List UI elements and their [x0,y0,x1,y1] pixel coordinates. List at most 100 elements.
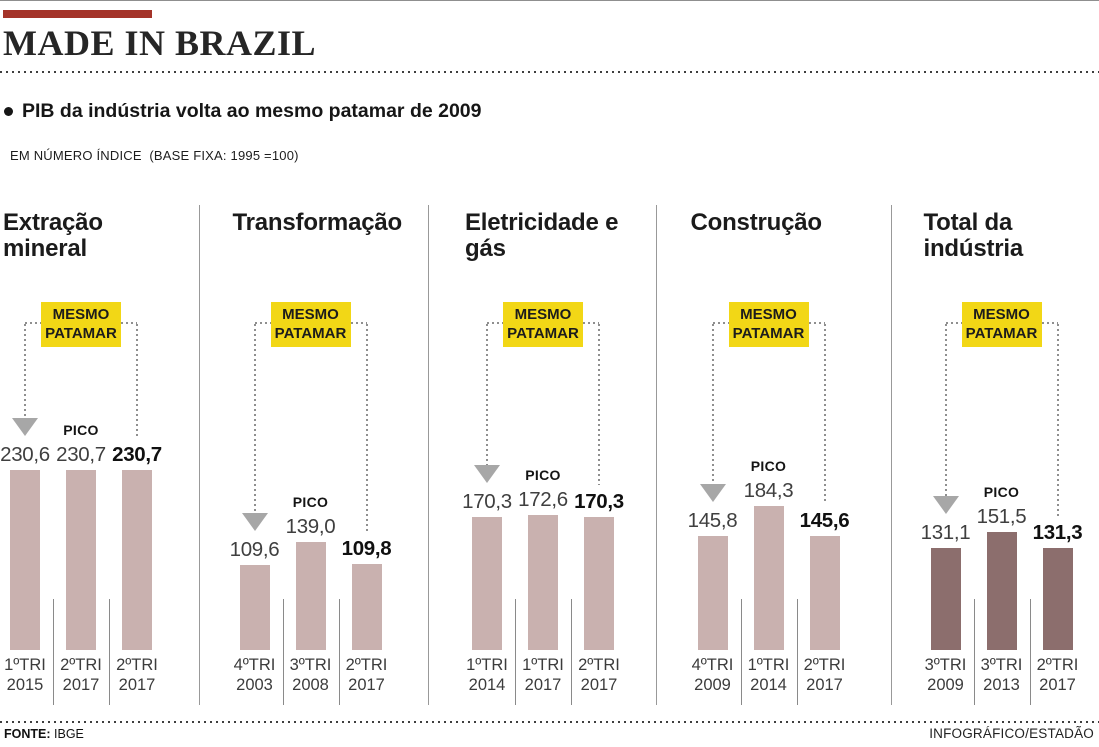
label-divider [796,599,798,705]
bar [351,564,382,650]
panel-total-da-industria: Total da indústria MESMO PATAMAR 131,1 3ºTR… [892,205,1099,705]
bar-period: 3ºTRI [289,656,332,674]
bar-label: 3ºTRI 2008 [279,655,343,696]
panel-extracao-mineral: Extração mineral MESMO PATAMAR 230,6 1ºTRI 2… [0,205,200,705]
bar-period: 2ºTRI [345,656,388,674]
bar-value: 131,1 [920,521,971,544]
bar-label: 1ºTRI 2014 [737,655,801,696]
bar [809,536,840,650]
dotted-rule-top [0,71,1099,73]
bar-year: 2013 [983,676,1020,695]
source-name: IBGE [54,727,84,741]
bar-value: 170,3 [462,490,512,513]
bar-period: 1ºTRI [747,656,790,674]
page-title: MADE IN BRAZIL [3,23,317,63]
mesmo-patamar-badge: MESMO PATAMAR [503,302,583,347]
bracket-drop-left [711,324,714,484]
bar-value: 230,7 [56,443,106,466]
mesmo-patamar-badge: MESMO PATAMAR [270,302,351,347]
bar-value: 139,0 [285,515,336,538]
source-label: FONTE: [4,727,51,741]
bracket-drop-left [486,324,488,465]
bar [122,470,152,650]
down-arrow-icon [932,496,959,514]
bullet-icon [4,107,13,116]
bar-period: 4ºTRI [233,656,276,674]
bar-year: 2017 [348,676,385,695]
bar-value: 131,3 [1032,521,1083,544]
bracket-drop-right [598,324,600,485]
label-divider [740,599,742,705]
mesmo-patamar-badge: MESMO PATAMAR [728,302,809,347]
bracket-line-left [487,322,503,324]
bracket-drop-right [136,324,138,438]
bracket-line-right [1041,322,1058,324]
bracket-line-right [121,322,137,324]
bar-year: 2014 [750,676,787,695]
label-divider [515,599,516,705]
pico-label: PICO [750,458,787,474]
bar-value: 109,8 [341,537,392,560]
bar-year: 2017 [1039,676,1076,695]
bar-label: 1ºTRI 2017 [511,655,575,696]
bar [239,565,270,650]
mesmo-patamar-badge: MESMO PATAMAR [41,302,121,347]
bar-year: 2017 [62,676,100,695]
bar [295,542,326,650]
bar-value: 230,6 [0,443,50,466]
pico-label: PICO [983,484,1020,500]
bar [528,515,558,650]
mesmo-patamar-badge: MESMO PATAMAR [961,302,1042,347]
bar-value: 145,8 [687,509,738,532]
bar-period: 1ºTRI [522,656,564,674]
label-divider [53,599,54,705]
dotted-rule-bottom [0,721,1099,723]
bar-period: 4ºTRI [691,656,734,674]
bar-period: 3ºTRI [924,656,967,674]
source-note: FONTE: IBGE [4,727,84,741]
bar [1042,548,1073,650]
bar-period: 1ºTRI [4,656,46,674]
bracket-drop-left [24,324,26,418]
bar-label: 2ºTRI 2017 [105,655,169,696]
bar-period: 2ºTRI [578,656,620,674]
down-arrow-icon [699,484,726,502]
bar [472,517,502,650]
bar-label: 1ºTRI 2015 [0,655,57,696]
bar-label: 4ºTRI 2009 [681,655,745,696]
bracket-line-right [583,322,599,324]
label-divider [1029,599,1031,705]
bar-period: 2ºTRI [116,656,158,674]
bracket-drop-right [365,324,368,532]
bracket-drop-left [944,324,947,496]
brand-red-bar [3,10,152,18]
bar-label: 2ºTRI 2017 [335,655,399,696]
bar-value: 184,3 [743,479,794,502]
bar-label: 2ºTRI 2017 [1026,655,1090,696]
credit-note: INFOGRÁFICO/ESTADÃO [929,726,1094,741]
bar-year: 2017 [580,676,618,695]
bar-value: 151,5 [976,505,1027,528]
bracket-line-left [712,322,729,324]
bracket-line-right [808,322,825,324]
headline-text: PIB da indústria volta ao mesmo patamar … [22,100,482,122]
bar-value: 230,7 [112,443,162,466]
bracket-line-left [254,322,271,324]
label-divider [282,599,284,705]
bar-label: 3ºTRI 2009 [914,655,978,696]
bar [697,536,728,650]
bracket-drop-left [253,324,256,513]
top-hairline [0,0,1099,1]
bar [753,506,784,650]
bar [584,517,614,650]
down-arrow-icon [12,418,38,436]
bar-year: 2009 [927,676,964,695]
bracket-drop-right [823,324,826,504]
bracket-line-left [945,322,962,324]
chart-headline: PIB da indústria volta ao mesmo patamar … [4,100,482,123]
label-divider [338,599,340,705]
panel-title: Total da indústria [923,209,1024,262]
panel-title: Construção [690,209,823,236]
bar-label: 1ºTRI 2014 [455,655,519,696]
